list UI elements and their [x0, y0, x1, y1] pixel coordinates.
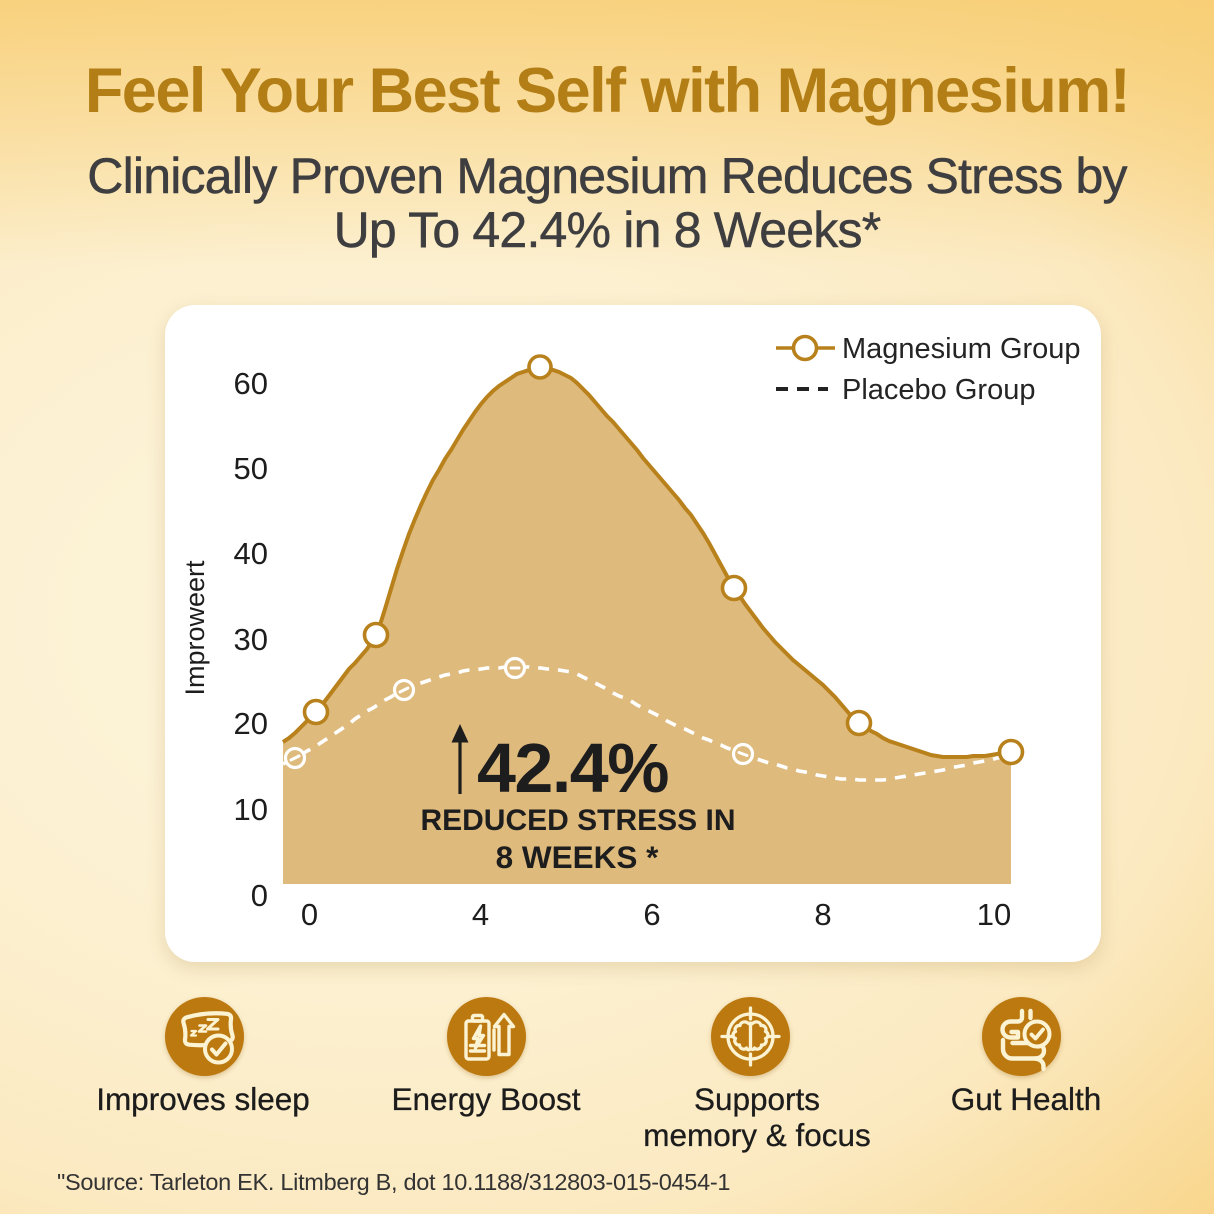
svg-text:8: 8	[814, 897, 831, 932]
svg-text:0: 0	[251, 878, 268, 913]
svg-text:42.4%: 42.4%	[477, 729, 668, 807]
svg-text:30: 30	[234, 622, 268, 657]
svg-text:20: 20	[234, 706, 268, 741]
svg-text:0: 0	[301, 897, 318, 932]
svg-text:Magnesium Group: Magnesium Group	[842, 333, 1081, 365]
svg-text:40: 40	[234, 536, 268, 571]
svg-text:Placebo Group: Placebo Group	[842, 374, 1035, 406]
svg-text:REDUCED STRESS IN: REDUCED STRESS IN	[420, 804, 735, 837]
svg-text:50: 50	[234, 451, 268, 486]
svg-text:Improweert: Improweert	[180, 560, 210, 696]
svg-text:60: 60	[234, 366, 268, 401]
svg-text:10: 10	[977, 897, 1011, 932]
svg-text:6: 6	[643, 897, 660, 932]
svg-text:8 WEEKS *: 8 WEEKS *	[496, 839, 660, 875]
svg-text:4: 4	[472, 897, 489, 932]
svg-text:10: 10	[234, 792, 268, 827]
